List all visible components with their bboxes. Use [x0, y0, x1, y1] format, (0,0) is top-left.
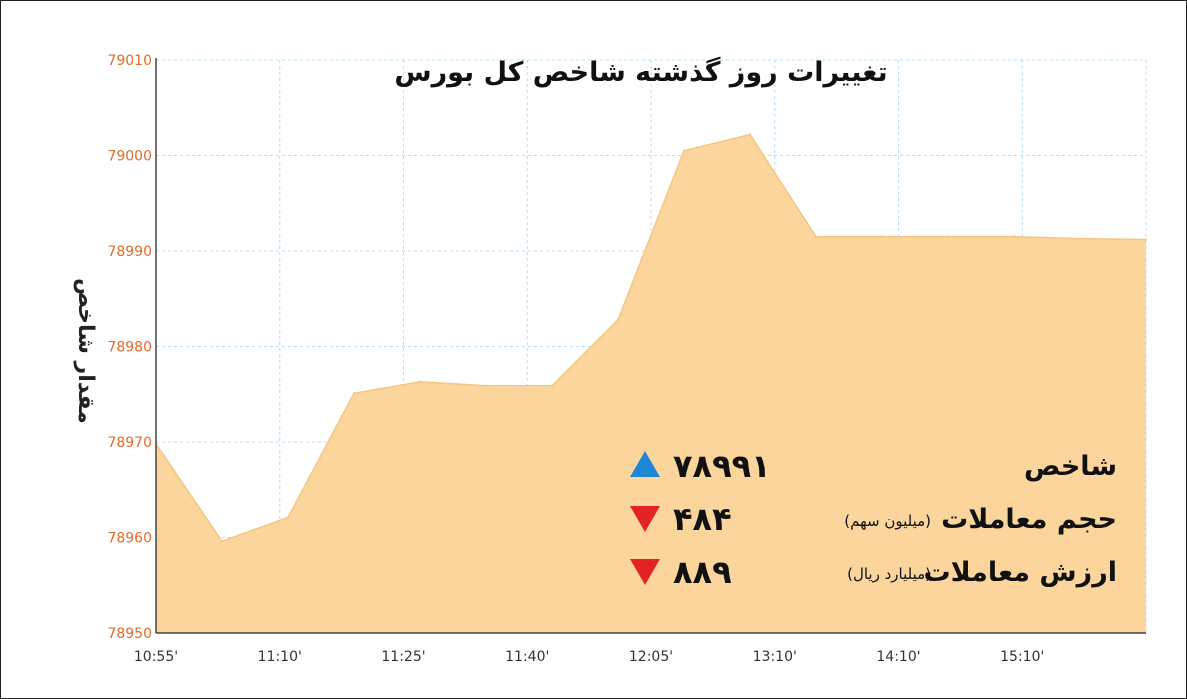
x-tick-label: 13:10'	[753, 649, 797, 665]
y-tick-label: 78950	[107, 626, 152, 642]
data-point	[286, 516, 290, 519]
stat-label: شاخص	[1024, 451, 1117, 482]
data-point	[814, 235, 818, 238]
y-tick-label: 78960	[107, 531, 152, 547]
data-point	[616, 318, 620, 321]
stat-value: ۷۸۹۹۱	[673, 447, 771, 485]
data-point	[682, 149, 686, 152]
x-tick-label: 10:55'	[134, 649, 178, 665]
data-point	[1012, 235, 1016, 238]
chart-title: تغییرات روز گذشته شاخص کل بورس	[394, 56, 887, 88]
up-triangle-icon	[630, 451, 660, 477]
data-point	[418, 380, 422, 383]
down-triangle-icon	[630, 506, 660, 532]
data-point	[484, 384, 488, 387]
down-triangle-icon	[630, 559, 660, 585]
stat-value: ۸۸۹	[673, 553, 732, 591]
stat-unit: (میلیارد ریال)	[847, 565, 931, 583]
y-tick-label: 78970	[107, 435, 152, 451]
series-line	[155, 133, 1147, 543]
y-tick-label: 79010	[107, 53, 152, 69]
data-point	[880, 235, 884, 238]
data-point	[550, 384, 554, 387]
x-tick-label: 11:40'	[505, 649, 549, 665]
data-point	[1078, 237, 1082, 240]
x-tick-label: 14:10'	[876, 649, 920, 665]
data-point	[748, 133, 752, 136]
y-tick-label: 79000	[107, 149, 152, 165]
area-fill	[156, 134, 1146, 633]
x-tick-label: 11:25'	[381, 649, 425, 665]
y-tick-label: 78980	[107, 340, 152, 356]
data-point	[352, 392, 356, 395]
stat-value: ۴۸۴	[673, 500, 732, 538]
data-point	[946, 235, 950, 238]
y-tick-label: 78990	[107, 244, 152, 260]
x-tick-label: 15:10'	[1000, 649, 1044, 665]
stat-label: ارزش معاملات	[924, 557, 1117, 588]
data-point	[1144, 238, 1148, 241]
stat-unit: (میلیون سهم)	[844, 512, 931, 530]
data-point	[220, 540, 224, 543]
x-tick-label: 11:10'	[258, 649, 302, 665]
x-tick-label: 12:05'	[629, 649, 673, 665]
y-axis-label: مقدار شاخص	[73, 278, 98, 424]
stat-label: حجم معاملات	[941, 504, 1117, 535]
